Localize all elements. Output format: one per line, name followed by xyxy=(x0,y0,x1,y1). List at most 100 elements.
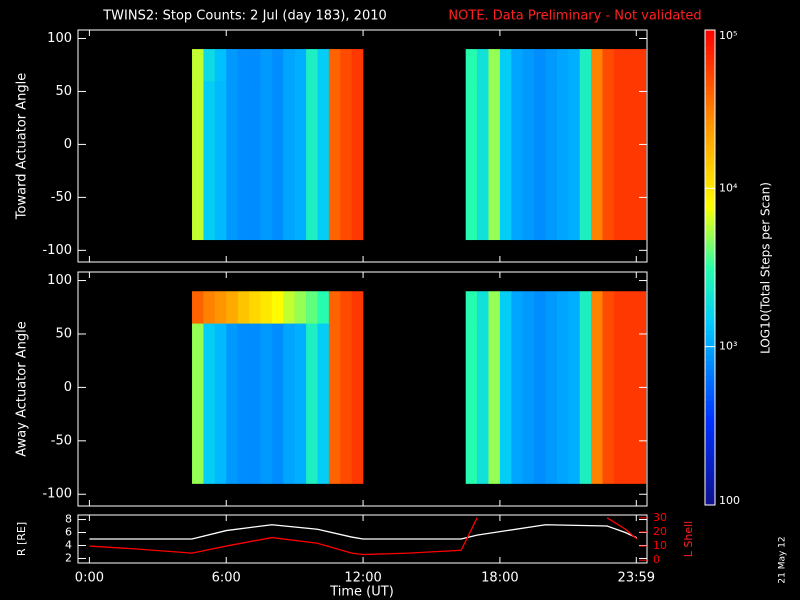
heatmap-cell xyxy=(477,80,489,241)
colorbar-swatch xyxy=(705,310,715,316)
colorbar-swatch xyxy=(705,340,715,346)
colorbar-swatch xyxy=(705,430,715,436)
colorbar-swatch xyxy=(705,475,715,481)
colorbar-swatch xyxy=(705,60,715,66)
heatmap-cell xyxy=(294,291,307,324)
colorbar-swatch xyxy=(705,125,715,131)
colorbar-swatch xyxy=(705,215,715,221)
heatmap-cell xyxy=(579,80,592,241)
heatmap-cell xyxy=(351,80,364,241)
heatmap xyxy=(192,49,647,241)
heatmap-cell xyxy=(328,80,341,241)
heatmap-cell xyxy=(488,80,501,241)
heatmap-cell xyxy=(351,49,364,82)
y-tick-label: 10 xyxy=(653,539,667,552)
heatmap-cell xyxy=(556,291,569,324)
heatmap-cell xyxy=(226,323,238,484)
heatmap-cell xyxy=(613,80,626,241)
y-tick-label: 0 xyxy=(64,380,72,395)
colorbar-swatch xyxy=(705,40,715,46)
plot-frame xyxy=(77,271,648,507)
heatmap-cell xyxy=(602,49,615,82)
heatmap-cell xyxy=(465,80,478,241)
colorbar-tick-label: 10⁴ xyxy=(719,181,738,194)
colorbar-swatch xyxy=(705,285,715,291)
heatmap-cell xyxy=(340,49,352,82)
heatmap-cell xyxy=(591,80,603,241)
colorbar-swatch xyxy=(705,440,715,446)
colorbar-swatch xyxy=(705,390,715,396)
heatmap-cell xyxy=(568,80,581,241)
heatmap-cell xyxy=(340,80,352,241)
colorbar-swatch xyxy=(705,455,715,461)
y-tick-label: -100 xyxy=(42,487,72,502)
y-tick-label: 100 xyxy=(47,31,72,46)
heatmap-cell xyxy=(625,80,638,241)
colorbar-swatch xyxy=(705,465,715,471)
heatmap-cell xyxy=(203,291,216,324)
heatmap-cell xyxy=(602,291,615,324)
colorbar-swatch xyxy=(705,490,715,496)
y-tick-label: 20 xyxy=(653,525,667,538)
colorbar-swatch xyxy=(705,30,715,36)
colorbar-swatch xyxy=(705,35,715,41)
heatmap-cell xyxy=(306,49,318,82)
colorbar-swatch xyxy=(705,320,715,326)
colorbar-swatch xyxy=(705,80,715,86)
colorbar-swatch xyxy=(705,495,715,501)
colorbar-swatch xyxy=(705,405,715,411)
heatmap-cell xyxy=(249,323,261,484)
colorbar-swatch xyxy=(705,375,715,381)
colorbar-swatch xyxy=(705,205,715,211)
colorbar-swatch xyxy=(705,350,715,356)
colorbar-swatch xyxy=(705,185,715,191)
x-tick-label: 0:00 xyxy=(75,571,104,586)
heatmap-cell xyxy=(294,80,307,241)
heatmap-cell xyxy=(511,49,524,82)
heatmap-cell xyxy=(283,49,295,82)
heatmap-cell xyxy=(477,291,489,324)
x-tick-label: 12:00 xyxy=(344,571,381,586)
y-axis-label: R [RE] xyxy=(15,522,28,556)
series-line xyxy=(89,524,638,540)
colorbar-swatch xyxy=(705,145,715,151)
colorbar-swatch xyxy=(705,280,715,286)
colorbar-swatch xyxy=(705,255,715,261)
colorbar-swatch xyxy=(705,385,715,391)
colorbar-swatch xyxy=(705,410,715,416)
colorbar-swatch xyxy=(705,395,715,401)
heatmap-cell xyxy=(522,80,535,241)
colorbar-swatch xyxy=(705,290,715,296)
heatmap-cell xyxy=(294,49,307,82)
heatmap-cell xyxy=(545,291,558,324)
heatmap-cell xyxy=(613,291,626,324)
colorbar-swatch xyxy=(705,435,715,441)
colorbar-tick-label: 10³ xyxy=(719,340,737,353)
heatmap-cell xyxy=(511,323,524,484)
heatmap xyxy=(192,291,647,484)
heatmap-cell xyxy=(271,80,284,241)
heatmap-cell xyxy=(511,80,524,241)
heatmap-cell xyxy=(237,323,250,484)
colorbar-swatch xyxy=(705,380,715,386)
heatmap-cell xyxy=(522,49,535,82)
colorbar-swatch xyxy=(705,345,715,351)
heatmap-cell xyxy=(477,323,489,484)
heatmap-cell xyxy=(340,291,352,324)
heatmap-cell xyxy=(283,323,295,484)
x-tick-label: 23:59 xyxy=(618,571,655,586)
heatmap-cell xyxy=(465,291,478,324)
colorbar-swatch xyxy=(705,235,715,241)
heatmap-cell xyxy=(613,49,626,82)
heatmap-cell xyxy=(260,49,273,82)
colorbar-swatch xyxy=(705,265,715,271)
heatmap-cell xyxy=(283,80,295,241)
y-tick-label: -50 xyxy=(51,190,72,205)
colorbar-swatch xyxy=(705,295,715,301)
heatmap-cell xyxy=(534,80,546,241)
heatmap-cell xyxy=(534,291,546,324)
plot-frame xyxy=(77,29,648,263)
heatmap-cell xyxy=(214,291,227,324)
heatmap-cell xyxy=(613,323,626,484)
